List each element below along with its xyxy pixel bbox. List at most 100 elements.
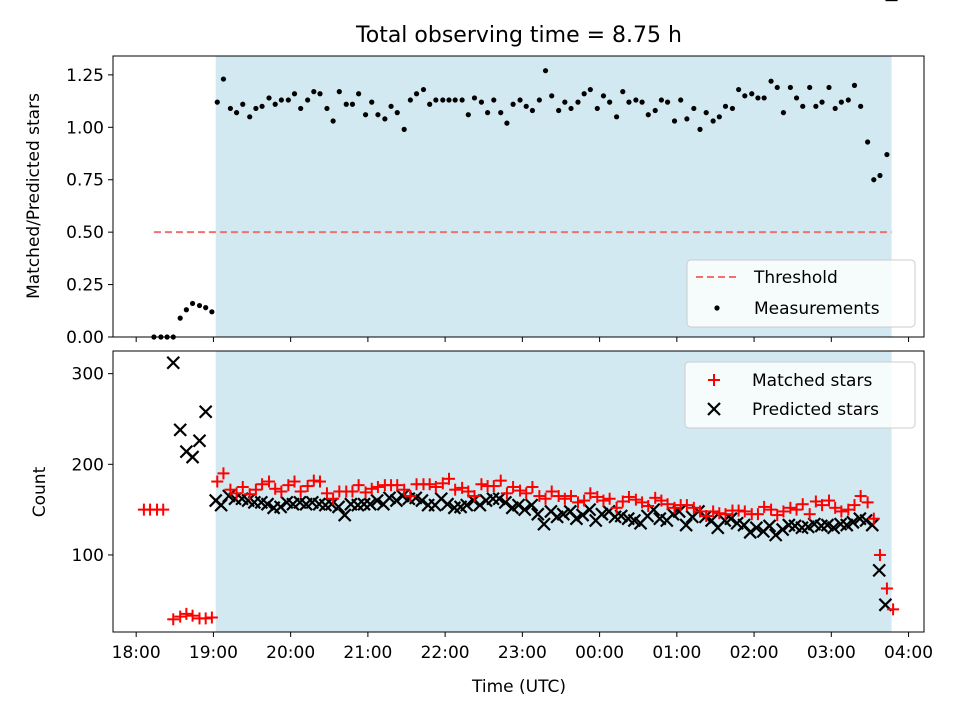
measurement-point bbox=[324, 105, 330, 112]
measurement-point bbox=[658, 97, 664, 103]
predicted-star-marker bbox=[473, 498, 487, 512]
measurement-point bbox=[736, 86, 742, 93]
predicted-marker-stroke bbox=[486, 491, 500, 506]
matched-star-marker bbox=[288, 475, 301, 488]
matched-star-marker bbox=[423, 478, 436, 491]
predicted-marker-stroke bbox=[344, 497, 358, 511]
bottom-legend: Matched stars Predicted stars bbox=[684, 361, 916, 429]
measurement-point bbox=[600, 93, 607, 99]
measurement-point bbox=[742, 93, 748, 99]
measurement-point bbox=[749, 91, 755, 97]
bottom-legend-box bbox=[684, 361, 916, 429]
measurement-point bbox=[755, 95, 761, 101]
top-y-tick-label: 0.00 bbox=[66, 328, 104, 348]
matched-star-marker bbox=[790, 503, 803, 516]
matched-star-marker bbox=[449, 483, 462, 496]
bottom-y-ticks: 100 200 300 bbox=[72, 365, 113, 566]
matched-legend-label: Matched stars bbox=[752, 371, 872, 391]
measurement-point bbox=[362, 112, 369, 118]
measurement-point bbox=[671, 118, 678, 124]
measurement-point bbox=[446, 97, 452, 103]
predicted-marker-stroke bbox=[222, 489, 236, 503]
predicted-marker-stroke bbox=[833, 517, 848, 531]
predicted-star-marker bbox=[440, 497, 455, 511]
measurement-point bbox=[594, 105, 600, 112]
predicted-star-marker bbox=[517, 502, 532, 517]
measurement-point bbox=[664, 99, 671, 105]
matched-star-marker bbox=[398, 483, 411, 496]
measurement-point bbox=[542, 68, 549, 74]
matched-star-marker bbox=[829, 501, 842, 514]
top-x-ticks bbox=[135, 337, 910, 342]
measurement-point bbox=[420, 86, 427, 93]
predicted-star-marker bbox=[859, 513, 873, 528]
matched-star-marker bbox=[597, 494, 610, 507]
measurement-point bbox=[568, 105, 574, 112]
predicted-star-marker bbox=[569, 511, 584, 526]
bottom-y-tick-label: 100 bbox=[72, 546, 104, 566]
bottom-y-label: Count bbox=[30, 466, 50, 517]
predicted-marker-stroke bbox=[459, 498, 474, 512]
predicted-marker-stroke bbox=[173, 423, 187, 437]
bottom-x-tick-label: 18:00 bbox=[112, 643, 161, 663]
measurement-point bbox=[716, 114, 722, 120]
matched-star-marker bbox=[835, 505, 848, 518]
measurement-point bbox=[678, 97, 684, 103]
matched-star-marker bbox=[861, 496, 874, 509]
bottom-x-tick-label: 20:00 bbox=[266, 643, 315, 663]
matched-star-marker bbox=[514, 484, 527, 497]
top-y-ticks: 0.00 0.25 0.50 0.75 1.00 1.25 bbox=[66, 66, 113, 348]
matched-star-marker bbox=[558, 492, 571, 505]
predicted-marker-stroke bbox=[743, 525, 757, 540]
matched-star-marker bbox=[603, 492, 616, 505]
matched-star-marker bbox=[591, 490, 604, 503]
predicted-star-marker bbox=[331, 500, 346, 514]
measurement-point bbox=[562, 99, 568, 105]
predicted-marker-stroke bbox=[749, 520, 764, 535]
measurement-point bbox=[356, 91, 362, 97]
predicted-marker-stroke bbox=[185, 450, 200, 464]
measurement-point bbox=[884, 151, 890, 158]
matched-star-marker bbox=[842, 503, 855, 516]
predicted-star-marker bbox=[531, 507, 545, 521]
predicted-marker-stroke bbox=[865, 518, 880, 532]
measurement-point bbox=[452, 97, 458, 103]
predicted-star-marker bbox=[173, 423, 187, 437]
predicted-star-marker bbox=[273, 500, 288, 514]
matched-star-marker bbox=[205, 611, 218, 624]
matched-star-marker bbox=[186, 609, 199, 622]
predicted-marker-stroke bbox=[198, 404, 213, 419]
matched-star-marker bbox=[301, 480, 314, 493]
predicted-marker-stroke bbox=[415, 493, 429, 508]
matched-star-marker bbox=[622, 490, 635, 503]
measurement-point bbox=[851, 82, 858, 88]
measurement-point bbox=[807, 84, 813, 91]
predicted-star-marker bbox=[389, 493, 404, 508]
measurement-point bbox=[427, 101, 433, 107]
measurement-point bbox=[375, 112, 381, 118]
measurement-point bbox=[209, 309, 215, 315]
measurement-point bbox=[491, 97, 497, 103]
matched-star-marker bbox=[429, 480, 442, 493]
predicted-star-marker bbox=[865, 518, 880, 532]
matched-star-marker bbox=[391, 479, 404, 492]
measurement-point bbox=[498, 110, 504, 116]
measurement-point bbox=[575, 99, 581, 105]
measurement-point bbox=[691, 105, 697, 112]
top-y-tick-label: 0.25 bbox=[66, 276, 104, 296]
bottom-y-tick-label: 200 bbox=[72, 455, 104, 475]
matched-star-marker bbox=[327, 492, 340, 505]
measurement-point bbox=[220, 76, 227, 82]
measurement-point bbox=[485, 110, 491, 116]
matched-star-marker bbox=[346, 485, 359, 498]
matched-star-marker bbox=[243, 488, 256, 501]
predicted-marker-stroke bbox=[762, 519, 777, 533]
predicted-marker-stroke bbox=[280, 495, 294, 510]
measurement-point bbox=[183, 307, 189, 313]
measurement-point bbox=[349, 101, 356, 107]
predicted-marker-stroke bbox=[878, 598, 893, 612]
matched-star-marker bbox=[642, 500, 655, 513]
matched-star-marker bbox=[282, 479, 295, 492]
matched-star-marker bbox=[719, 508, 732, 521]
matched-star-marker bbox=[822, 494, 835, 507]
